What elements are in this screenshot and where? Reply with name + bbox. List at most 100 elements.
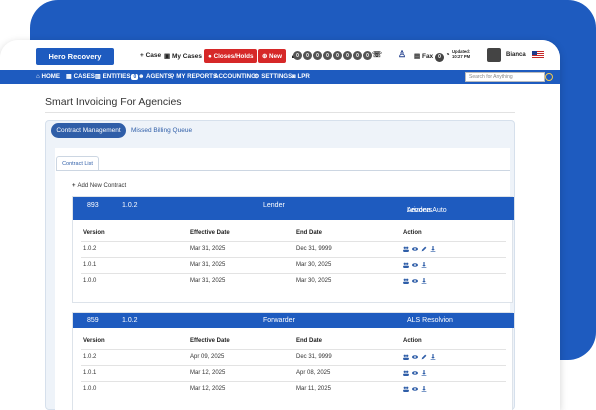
contract-header[interactable]: 893 1.0.2 Lender Arizona Auto Lenders (73, 197, 514, 220)
status-dot[interactable]: 0 (323, 51, 332, 60)
new-button[interactable]: ⊕ New (258, 49, 286, 63)
cell-version: 1.0.0 (83, 278, 97, 284)
phone-icon[interactable]: ☏ (372, 50, 383, 59)
add-contract-button[interactable]: + Add New Contract (72, 183, 126, 189)
status-dot[interactable]: 0 (353, 51, 362, 60)
avatar[interactable] (487, 48, 501, 62)
us-flag-icon[interactable] (532, 51, 544, 59)
nav-agents[interactable]: ☻ AGENTS (138, 73, 172, 80)
view-icon[interactable] (412, 262, 418, 268)
users-icon[interactable] (403, 278, 409, 284)
agent-icon[interactable]: ♙ (398, 49, 407, 59)
updated-time: 10:27 PM (452, 54, 471, 59)
tab-contract-management[interactable]: Contract Management (51, 123, 126, 138)
download-icon[interactable] (421, 370, 427, 376)
view-icon[interactable] (412, 246, 418, 252)
row-actions (403, 246, 436, 252)
theme-toggle-icon[interactable] (545, 73, 553, 81)
column-header-action: Action (403, 338, 422, 344)
status-dot[interactable]: 0 (293, 51, 302, 60)
fax-link[interactable]: ▤ Fax 0 (414, 52, 444, 62)
status-dot[interactable]: 0 (363, 51, 372, 60)
users-icon[interactable] (403, 386, 409, 392)
home-icon: ⌂ (36, 73, 40, 80)
download-icon[interactable] (430, 354, 436, 360)
contract-header[interactable]: 859 1.0.2 Forwarder ALS Resolvion (73, 313, 514, 328)
nav-lpr[interactable]: ◙ LPR (292, 73, 310, 80)
download-icon[interactable] (421, 278, 427, 284)
edit-icon[interactable] (421, 246, 427, 252)
view-icon[interactable] (412, 278, 418, 284)
users-icon: ☻ (138, 73, 145, 80)
status-dot[interactable]: 0 (313, 51, 322, 60)
camera-icon: ◙ (292, 73, 296, 80)
nav-my-reports-label: MY REPORTS (176, 73, 218, 80)
nav-settings[interactable]: ⚙ SETTINGS (254, 73, 292, 80)
my-cases-link[interactable]: ▣ My Cases (164, 52, 202, 60)
tab-missed-billing-queue[interactable]: Missed Billing Queue (131, 127, 193, 134)
status-dots: 0 0 0 0 0 0 0 0 (293, 51, 372, 60)
column-header-action: Action (403, 230, 422, 236)
nav-accounting[interactable]: ACCOUNTING (214, 73, 256, 80)
status-dot[interactable]: 0 (343, 51, 352, 60)
my-cases-label: My Cases (171, 53, 202, 60)
divider (81, 273, 506, 274)
page-title: Smart Invoicing For Agencies (45, 96, 182, 108)
cell-effective-date: Mar 31, 2025 (190, 262, 226, 268)
nav-home[interactable]: ⌂ HOME (36, 73, 60, 80)
tab-contract-list[interactable]: Contract List (56, 156, 99, 171)
nav-agents-label: AGENTS (146, 73, 172, 80)
user-name[interactable]: Bianca (506, 52, 526, 58)
divider (81, 381, 506, 382)
column-header-version: Version (83, 338, 105, 344)
entities-badge: 0 (131, 74, 139, 80)
cell-effective-date: Mar 31, 2025 (190, 278, 226, 284)
download-icon[interactable] (421, 262, 427, 268)
cell-version: 1.0.0 (83, 386, 97, 392)
contract-name: ALS Resolvion (407, 317, 453, 324)
view-icon[interactable] (412, 386, 418, 392)
cell-version: 1.0.2 (83, 354, 97, 360)
nav-cases[interactable]: ▦ CASES (66, 73, 95, 80)
column-header-version: Version (83, 230, 105, 236)
fax-icon: ▤ (414, 53, 421, 60)
nav-lpr-label: LPR (297, 73, 310, 80)
updated-info: Updated: 10:27 PM (452, 49, 470, 59)
view-icon[interactable] (412, 370, 418, 376)
contract-version: 1.0.2 (122, 317, 138, 324)
status-dot[interactable]: 0 (303, 51, 312, 60)
view-icon[interactable] (412, 354, 418, 360)
add-case-link[interactable]: + Case (140, 52, 162, 59)
lock-icon: ● (208, 52, 214, 60)
download-icon[interactable] (430, 246, 436, 252)
cell-end-date: Mar 11, 2025 (296, 386, 331, 392)
add-contract-label: Add New Contract (77, 183, 127, 189)
edit-icon[interactable] (421, 354, 427, 360)
users-icon[interactable] (403, 370, 409, 376)
status-dot[interactable]: 0 (333, 51, 342, 60)
users-icon[interactable] (403, 354, 409, 360)
contract-version: 1.0.2 (122, 202, 138, 209)
contract-card: 859 1.0.2 Forwarder ALS Resolvion Versio… (72, 312, 514, 410)
cell-version: 1.0.2 (83, 246, 97, 252)
fax-count: 0 (434, 52, 444, 62)
divider (81, 365, 506, 366)
cell-version: 1.0.1 (83, 262, 97, 268)
contract-type: Lender (263, 202, 285, 209)
nav-entities[interactable]: ▥ ENTITIES 0 (95, 73, 139, 80)
search-input[interactable]: Search for Anything (465, 72, 545, 82)
download-icon[interactable] (421, 386, 427, 392)
brand-logo[interactable]: Hero Recovery (36, 48, 114, 65)
cell-effective-date: Mar 12, 2025 (190, 370, 226, 376)
clock-icon: ◔ (445, 50, 450, 59)
updated-label: Updated: (452, 49, 471, 54)
column-header-end-date: End Date (296, 230, 323, 236)
gear-icon: ⚙ (254, 73, 260, 80)
cell-end-date: Apr 08, 2025 (296, 370, 331, 376)
users-icon[interactable] (403, 246, 409, 252)
closes-holds-button[interactable]: ● Closes/Holds (204, 49, 258, 63)
nav-settings-label: SETTINGS (261, 73, 293, 80)
column-header-effective-date: Effective Date (190, 338, 230, 344)
nav-my-reports[interactable]: ⚲ MY REPORTS (170, 73, 217, 80)
users-icon[interactable] (403, 262, 409, 268)
